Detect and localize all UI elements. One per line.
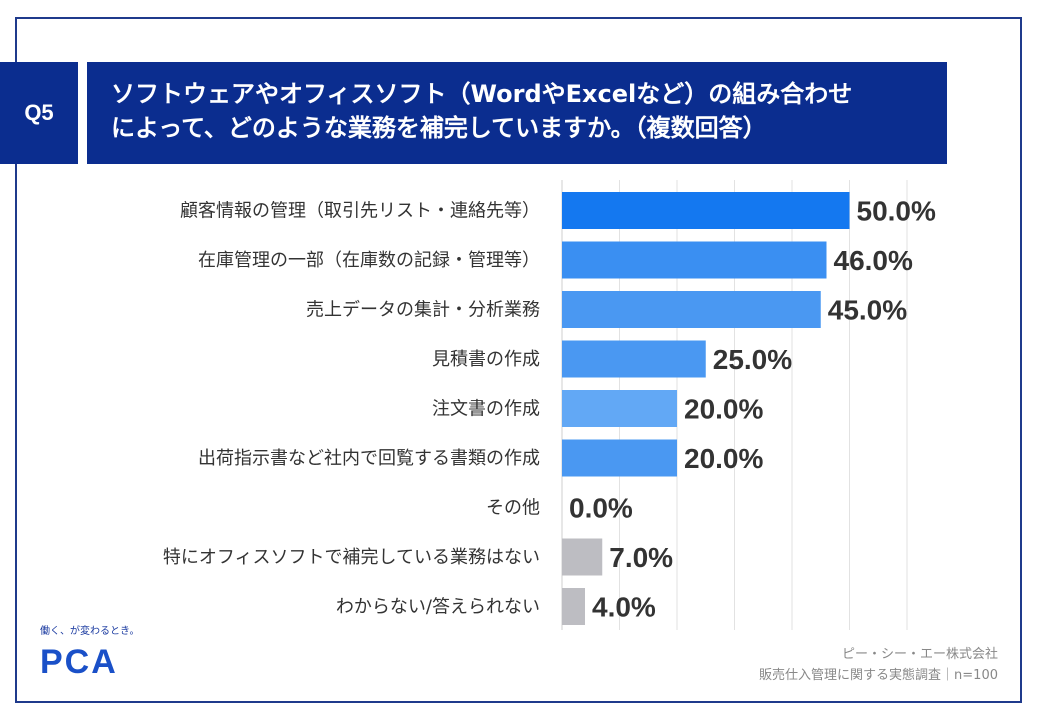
category-label: その他 bbox=[486, 498, 540, 519]
category-label: 売上データの集計・分析業務 bbox=[306, 300, 540, 321]
question-title: ソフトウェアやオフィスソフト（WordやExcelなど）の組み合わせ によって、… bbox=[87, 62, 947, 164]
logo-wordmark: PCA bbox=[40, 643, 118, 681]
value-label: 46.0% bbox=[834, 245, 913, 276]
category-label: 在庫管理の一部（在庫数の記録・管理等） bbox=[198, 250, 540, 271]
bar bbox=[562, 192, 850, 229]
category-label: 特にオフィスソフトで補完している業務はない bbox=[163, 547, 540, 568]
category-label: 顧客情報の管理（取引先リスト・連絡先等） bbox=[180, 201, 540, 222]
bar bbox=[562, 291, 821, 328]
source-company: ピー・シー・エー株式会社 bbox=[841, 647, 998, 662]
value-label: 25.0% bbox=[713, 344, 792, 375]
bar-chart: 顧客情報の管理（取引先リスト・連絡先等） 50.0% 在庫管理の一部（在庫数の記録・… bbox=[163, 180, 936, 630]
question-title-line2: によって、どのような業務を補完していますか。（複数回答） bbox=[111, 114, 767, 142]
source-survey: 販売仕入管理に関する実態調査｜n=100 bbox=[759, 668, 998, 683]
value-label: 7.0% bbox=[609, 542, 673, 573]
value-label: 20.0% bbox=[684, 443, 763, 474]
category-label: 見積書の作成 bbox=[432, 349, 540, 370]
bar bbox=[562, 588, 585, 625]
source-note: ピー・シー・エー株式会社 販売仕入管理に関する実態調査｜n=100 bbox=[759, 644, 998, 686]
logo-tagline: 働く、が変わるとき。 bbox=[40, 626, 140, 637]
bar bbox=[562, 439, 677, 477]
bar bbox=[562, 241, 827, 279]
bar bbox=[562, 340, 706, 378]
question-title-line1: ソフトウェアやオフィスソフト（WordやExcelなど）の組み合わせ bbox=[111, 80, 853, 108]
category-label: わからない/答えられない bbox=[336, 597, 540, 618]
value-label: 4.0% bbox=[592, 592, 656, 623]
bar bbox=[562, 390, 677, 427]
value-label: 50.0% bbox=[857, 196, 936, 227]
category-label: 出荷指示書など社内で回覧する書類の作成 bbox=[198, 448, 540, 469]
question-badge: Q5 bbox=[0, 62, 78, 164]
chart-frame bbox=[15, 17, 1022, 703]
value-label: 45.0% bbox=[828, 295, 907, 326]
pca-logo: 働く、が変わるとき。 PCA bbox=[40, 622, 150, 682]
value-label: 20.0% bbox=[684, 394, 763, 425]
category-label: 注文書の作成 bbox=[432, 399, 540, 420]
bar bbox=[562, 538, 603, 576]
value-label: 0.0% bbox=[569, 493, 633, 524]
